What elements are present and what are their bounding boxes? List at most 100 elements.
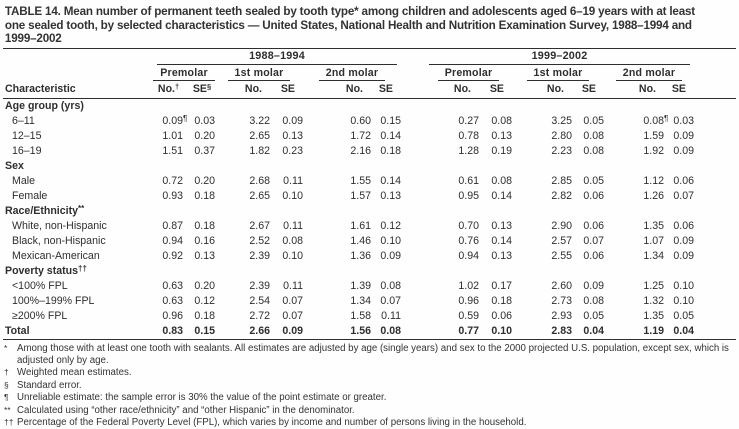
header-end-spacer: [694, 81, 736, 99]
cell-value: 2.16: [303, 144, 371, 159]
footnote: * Among those with at least one tooth wit…: [3, 343, 739, 368]
row-gap: [401, 324, 425, 340]
cell-value: 0.63: [153, 294, 183, 309]
cell-value: 0.95: [425, 189, 479, 204]
era-group-label: 1999–2002: [429, 50, 690, 65]
row-label: Male: [3, 174, 153, 189]
tooth-type-1st-molar-2: 1st molar: [512, 65, 604, 81]
section-row: Race/Ethnicity**: [3, 204, 736, 219]
cell-value: 0.08: [371, 324, 401, 340]
characteristic-header: Characteristic: [3, 81, 153, 99]
cell-value: 2.54: [215, 294, 270, 309]
row-end-spacer: [694, 309, 736, 324]
cell-value: 1.39: [303, 279, 371, 294]
cell-value: 1.72: [303, 129, 371, 144]
col-header-se: SE: [664, 81, 694, 99]
footnote: **Calculated using “other race/ethnicity…: [3, 405, 739, 417]
cell-value: 0.08¶: [604, 114, 664, 129]
footnote-text: Unreliable estimate: the sample error is…: [17, 392, 386, 403]
col-header-no: No.: [425, 81, 479, 99]
cell-value: 1.07: [604, 234, 664, 249]
row-label: Black, non-Hispanic: [3, 234, 153, 249]
section-row: Poverty status††: [3, 264, 736, 279]
cell-value: 0.18: [371, 144, 401, 159]
cell-value: 0.18: [183, 189, 215, 204]
cell-value: 2.73: [512, 294, 572, 309]
cell-value: 0.15: [371, 114, 401, 129]
row-gap: [401, 249, 425, 264]
cell-value: 0.14: [479, 189, 512, 204]
tooth-gap: [401, 65, 425, 81]
cell-value: 0.09: [371, 249, 401, 264]
row-gap: [401, 144, 425, 159]
cell-value: 1.02: [425, 279, 479, 294]
cell-value: 2.57: [512, 234, 572, 249]
row-label: Poverty status††: [3, 264, 736, 279]
footnote-symbol: §: [4, 379, 9, 391]
era-gap: [401, 48, 425, 65]
cell-value: 0.14: [371, 129, 401, 144]
row-label: Age group (yrs): [3, 98, 736, 114]
footnote-text: Among those with at least one tooth with…: [17, 343, 729, 366]
col-header-no: No.: [604, 81, 664, 99]
cell-value: 0.20: [183, 129, 215, 144]
footnotes-block: * Among those with at least one tooth wit…: [3, 343, 739, 429]
era-group-1999-2002: 1999–2002: [425, 48, 694, 65]
row-label: <100% FPL: [3, 279, 153, 294]
footnote-symbol: ††: [4, 416, 13, 428]
cell-value: 0.09¶: [153, 114, 183, 129]
footnote: †† Percentage of the Federal Poverty Leve…: [3, 417, 739, 429]
footnote-symbol: *: [4, 342, 7, 354]
cell-value: 1.51: [153, 144, 183, 159]
footnote-mark: ††: [78, 264, 87, 273]
cell-value: 0.83: [153, 324, 183, 340]
row-label: 100%–199% FPL: [3, 294, 153, 309]
footnote-text: Percentage of the Federal Poverty Level …: [17, 417, 526, 428]
cell-value: 0.09: [664, 144, 694, 159]
cell-value: 1.25: [604, 279, 664, 294]
row-end-spacer: [694, 249, 736, 264]
cell-value: 0.09: [664, 234, 694, 249]
cell-value: 0.11: [270, 219, 303, 234]
cell-value: 0.07: [270, 294, 303, 309]
cell-value: 0.70: [425, 219, 479, 234]
cell-value: 0.11: [270, 174, 303, 189]
footnote: †Weighted mean estimates.: [3, 367, 739, 379]
row-gap: [401, 309, 425, 324]
cell-value: 0.27: [425, 114, 479, 129]
cell-value: 0.93: [153, 189, 183, 204]
cell-value: 2.60: [512, 279, 572, 294]
cell-value: 0.13: [371, 189, 401, 204]
cell-value: 0.08: [270, 234, 303, 249]
cell-value: 0.10: [371, 234, 401, 249]
table-title-line-1: TABLE 14. Mean number of permanent teeth…: [5, 5, 710, 19]
era-header-row: 1988–1994 1999–2002: [3, 48, 736, 65]
row-gap: [401, 279, 425, 294]
data-table: 1988–1994 1999–2002 Premolar 1st molar 2…: [3, 48, 736, 340]
cell-value: 0.13: [270, 129, 303, 144]
cell-value: 1.82: [215, 144, 270, 159]
cell-value: 2.90: [512, 219, 572, 234]
cell-value: 1.26: [604, 189, 664, 204]
era-row-spacer: [3, 48, 153, 65]
cell-value: 0.37: [183, 144, 215, 159]
row-gap: [401, 189, 425, 204]
cell-value: 0.11: [270, 279, 303, 294]
cell-value: 2.93: [512, 309, 572, 324]
footnote: §Standard error.: [3, 380, 739, 392]
cell-value: 0.12: [371, 219, 401, 234]
cell-value: 2.82: [512, 189, 572, 204]
cell-value: 2.80: [512, 129, 572, 144]
cell-value: 1.01: [153, 129, 183, 144]
row-label: 6–11: [3, 114, 153, 129]
cell-value: 0.18: [183, 219, 215, 234]
cell-value: 0.76: [425, 234, 479, 249]
cell-value: 0.06: [479, 309, 512, 324]
row-label: ≥200% FPL: [3, 309, 153, 324]
cell-value: 1.36: [303, 249, 371, 264]
cell-value: 0.07: [664, 189, 694, 204]
